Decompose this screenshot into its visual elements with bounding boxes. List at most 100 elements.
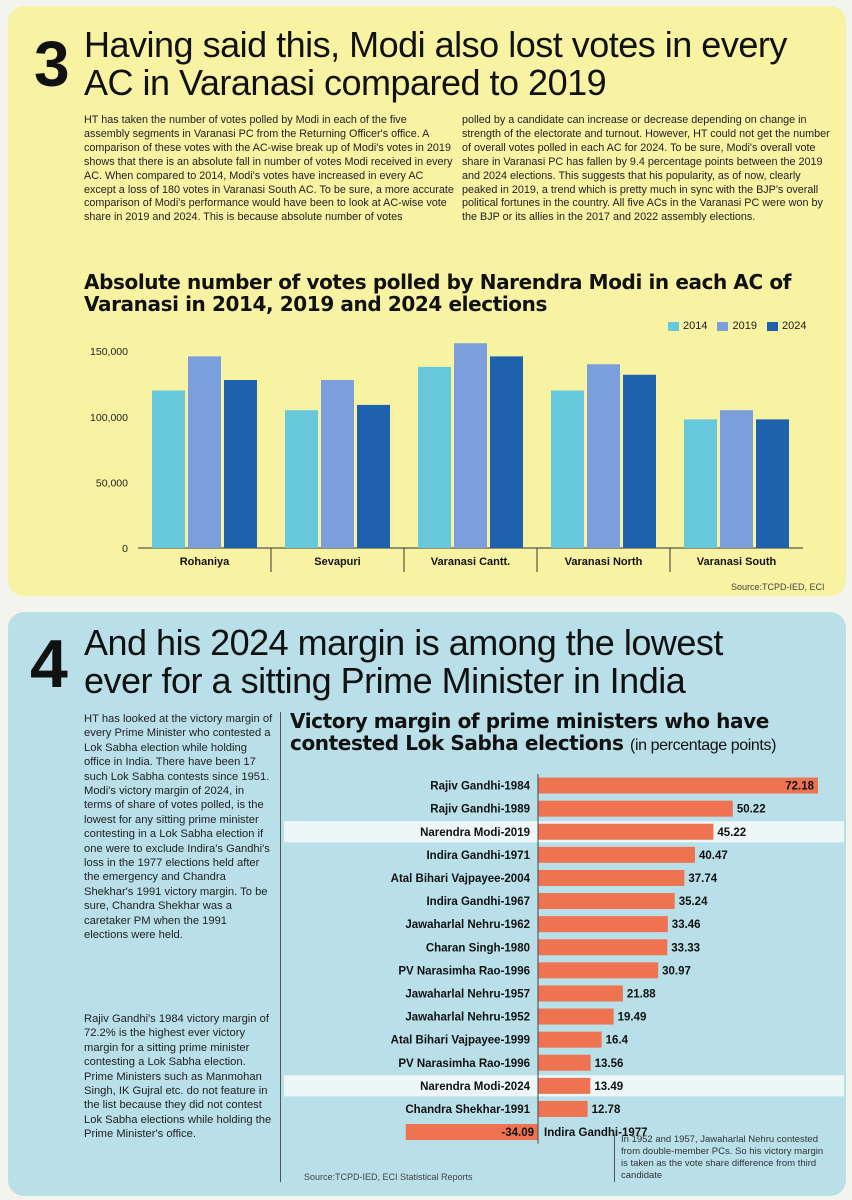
pm-label: Atal Bihari Vajpayee-1999 [391, 1035, 530, 1047]
margin-bar [538, 1077, 591, 1094]
margin-bar [538, 800, 733, 817]
y-tick-label: 100,000 [90, 412, 128, 424]
value-label: 21.88 [627, 988, 656, 1000]
margin-bar [538, 1031, 602, 1048]
margin-bar [538, 1008, 614, 1025]
chart-title: Victory margin of prime ministers who ha… [290, 710, 830, 755]
margin-bar [538, 916, 668, 933]
value-label: 13.56 [595, 1058, 624, 1070]
legend-swatch [668, 321, 679, 331]
value-label: 19.49 [618, 1012, 647, 1024]
value-label: 12.78 [592, 1104, 621, 1116]
bar-2019 [188, 356, 221, 548]
value-label: 40.47 [699, 850, 728, 862]
value-label: 16.4 [606, 1035, 629, 1047]
legend-item: 2024 [766, 320, 807, 332]
margin-bar [538, 985, 623, 1002]
value-label: 72.18 [785, 781, 814, 793]
value-label: 45.22 [717, 827, 746, 839]
votes-bar-chart: 0 50,000 100,000 150,000 Rohaniya Sevapuri Var… [90, 343, 803, 572]
pm-label: Chandra Shekhar-1991 [405, 1104, 530, 1116]
bar-2014 [152, 390, 185, 548]
legend-label: 2014 [683, 320, 708, 332]
value-label: -34.09 [501, 1127, 534, 1139]
pm-label: Narendra Modi-2024 [420, 1081, 531, 1093]
legend-label: 2019 [732, 320, 757, 332]
body-text-paragraph-2: Rajiv Gandhi's 1984 victory margin of 72… [84, 1013, 272, 1141]
margin-bar [538, 846, 695, 863]
margin-bar [538, 1054, 591, 1071]
body-text-left: HT has taken the number of votes polled … [84, 114, 454, 224]
x-tick-label: Sevapuri [314, 556, 360, 568]
column-divider [280, 712, 281, 1182]
x-tick-label: Rohaniya [180, 556, 230, 568]
pm-label: Charan Singh-1980 [426, 942, 530, 954]
section-headline: And his 2024 margin is among the lowest … [84, 624, 723, 700]
margin-bar-negative [405, 1124, 538, 1141]
value-label: 33.33 [671, 942, 700, 954]
value-label: 35.24 [679, 896, 708, 908]
headline-line-1: And his 2024 margin is among the lowest [84, 622, 723, 663]
value-label: 33.46 [672, 919, 701, 931]
bar-2014 [418, 366, 451, 548]
source-note: Source:TCPD-IED, ECI [731, 582, 825, 592]
legend-label: 2024 [781, 320, 807, 332]
bar-2019 [454, 343, 487, 548]
x-tick-label: Varanasi Cantt. [431, 556, 510, 568]
pm-label: Atal Bihari Vajpayee-2004 [391, 873, 531, 885]
legend-item: 2014 [668, 320, 707, 332]
body-text-paragraph-1: HT has looked at the victory margin of e… [84, 713, 273, 942]
section-number: 3 [34, 28, 70, 100]
source-note: Source:TCPD-IED, ECI Statistical Reports [304, 1172, 473, 1182]
chart-title-unit: (in percentage points) [630, 737, 777, 755]
pm-label: PV Narasimha Rao-1996 [398, 1058, 530, 1070]
margin-bar [538, 777, 818, 794]
bar-2024 [224, 380, 257, 548]
bar-2024 [623, 374, 656, 548]
bar-2014 [684, 419, 717, 548]
section-headline: Having said this, Modi also lost votes i… [84, 26, 787, 102]
value-label: 13.49 [594, 1081, 623, 1093]
pm-label: Jawaharlal Nehru-1952 [405, 1012, 530, 1024]
value-label: 37.74 [688, 873, 717, 885]
bar-2024 [357, 404, 390, 548]
pm-label: Narendra Modi-2019 [420, 827, 530, 839]
pm-label: PV Narasimha Rao-1996 [398, 965, 530, 977]
bar-2019 [720, 410, 753, 548]
x-tick-label: Varanasi North [565, 556, 643, 568]
bar-2024 [756, 419, 789, 548]
victory-margin-bar-chart: Rajiv Gandhi-1984 72.18 Rajiv Gandhi-1989 5… [284, 774, 844, 1144]
x-tick-label: Varanasi South [697, 556, 777, 568]
legend-swatch [717, 321, 729, 331]
bar-2014 [285, 410, 318, 548]
margin-bar [538, 893, 675, 910]
value-label: 30.97 [662, 965, 691, 977]
bar-2019 [321, 380, 354, 548]
headline-line-2: AC in Varanasi compared to 2019 [84, 61, 607, 103]
pm-label: Indira Gandhi-1967 [426, 896, 530, 908]
footnote: In 1952 and 1957, Jawaharlal Nehru conte… [614, 1134, 824, 1182]
chart-title-bold: Victory margin of prime ministers who ha… [290, 709, 769, 756]
section-3-panel: 3 Having said this, Modi also lost votes… [8, 6, 846, 596]
section-4-panel: 4 And his 2024 margin is among the lowes… [8, 612, 846, 1196]
pm-label: Rajiv Gandhi-1984 [430, 781, 530, 793]
bar-2019 [587, 364, 620, 548]
y-tick-label: 150,000 [90, 346, 128, 358]
margin-bar [538, 962, 659, 979]
headline-line-1: Having said this, Modi also lost votes i… [84, 24, 787, 65]
pm-label: Indira Gandhi-1971 [426, 850, 530, 862]
legend-swatch [766, 321, 778, 331]
pm-label: Indira Gandhi-1977 [544, 1127, 648, 1139]
headline-line-2: ever for a sitting Prime Minister in Ind… [84, 659, 686, 701]
pm-label: Jawaharlal Nehru-1962 [405, 919, 530, 931]
pm-label: Jawaharlal Nehru-1957 [405, 988, 530, 1000]
section-number: 4 [30, 626, 68, 702]
margin-bar [538, 823, 714, 840]
margin-bar [538, 869, 685, 886]
margin-bar [538, 939, 668, 956]
chart-title: Absolute number of votes polled by Naren… [84, 270, 791, 317]
pm-label: Rajiv Gandhi-1989 [430, 804, 530, 816]
y-tick-label: 50,000 [96, 477, 128, 489]
value-label: 50.22 [737, 804, 766, 816]
y-tick-label: 0 [122, 543, 128, 555]
